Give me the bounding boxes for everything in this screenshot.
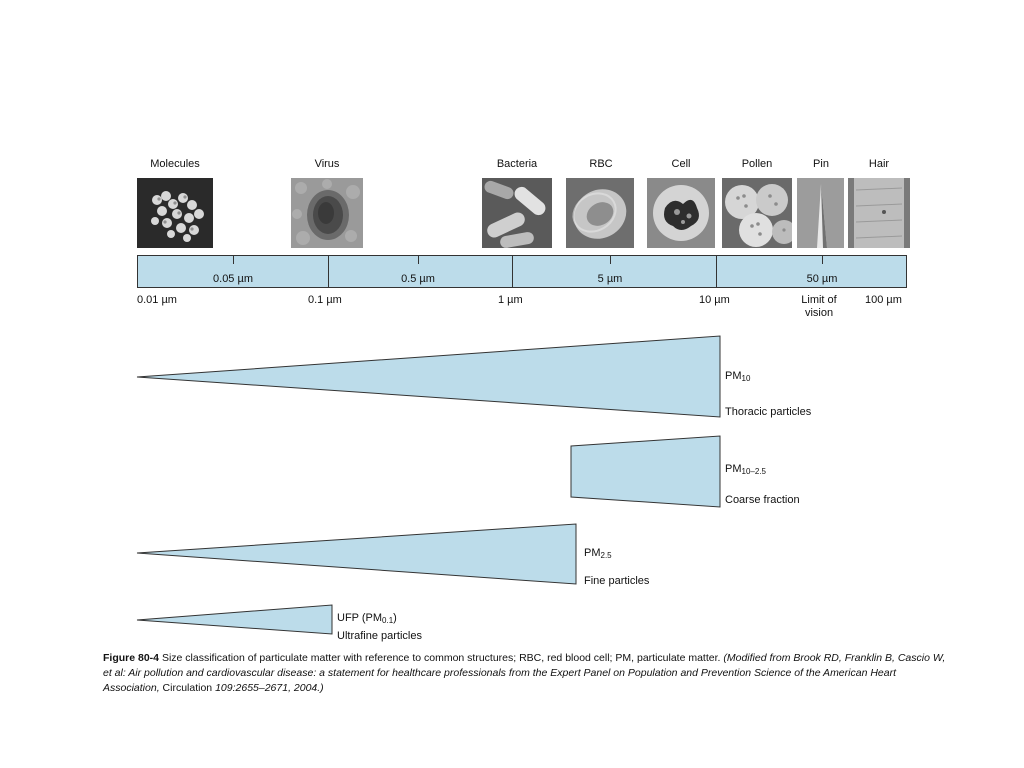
scale-tick-50: [822, 255, 823, 264]
ufp-wedge: [136, 604, 333, 635]
pm10-label: PM10: [725, 370, 751, 383]
segment-label-0.5: 0.5 µm: [401, 273, 435, 285]
caption-journal-ref: 109:2655–2671, 2004.): [215, 682, 324, 694]
limit-of-vision-line2: vision: [804, 307, 834, 319]
scale-divider-1: [512, 255, 513, 288]
pm10-2.5-wedge: [570, 435, 721, 508]
boundary-label-0.1: 0.1 µm: [308, 294, 342, 306]
label-pollen: Pollen: [741, 158, 773, 170]
scale-divider-10: [716, 255, 717, 288]
scale-tick-5: [610, 255, 611, 264]
virus-image: [291, 178, 363, 248]
boundary-label-100: 100 µm: [865, 294, 902, 306]
limit-of-vision-line1: Limit of: [801, 294, 837, 306]
scale-tick-0.05: [233, 255, 234, 264]
pm10-2.5-desc: Coarse fraction: [725, 494, 800, 506]
caption-source: (Modified from Brook RD, Franklin B, Cas…: [103, 652, 946, 694]
ufp-desc: Ultrafine particles: [337, 630, 422, 642]
pm2.5-desc: Fine particles: [584, 575, 650, 587]
pm10-2.5-label: PM10–2.5: [725, 463, 766, 476]
segment-label-5: 5 µm: [597, 273, 623, 285]
pm10-desc: Thoracic particles: [725, 406, 812, 418]
figure-number: Figure 80-4: [103, 652, 160, 664]
bacteria-image: [482, 178, 552, 248]
scale-divider-0.1: [328, 255, 329, 288]
hair-image: [848, 178, 910, 248]
caption-journal: Circulation: [162, 682, 213, 694]
ufp-label: UFP (PM0.1): [337, 612, 397, 625]
figure-caption: Figure 80-4 Size classification of parti…: [103, 651, 953, 696]
rbc-image: [566, 178, 634, 248]
caption-text: Size classification of particulate matte…: [161, 652, 721, 664]
segment-label-50: 50 µm: [806, 273, 838, 285]
scale-tick-0.5: [418, 255, 419, 264]
pm10-wedge: [136, 335, 721, 418]
label-rbc: RBC: [589, 158, 613, 170]
boundary-label-10: 10 µm: [699, 294, 730, 306]
label-cell: Cell: [671, 158, 691, 170]
boundary-label-0.01: 0.01 µm: [137, 294, 177, 306]
pollen-image: [722, 178, 792, 248]
segment-label-0.05: 0.05 µm: [213, 273, 253, 285]
size-scale-bar: [137, 255, 907, 288]
pin-image: [797, 178, 844, 248]
molecules-image: [137, 178, 213, 248]
pm2.5-wedge: [136, 523, 577, 585]
label-molecules: Molecules: [150, 158, 200, 170]
label-hair: Hair: [868, 158, 890, 170]
pm2.5-label: PM2.5: [584, 547, 612, 560]
label-virus: Virus: [314, 158, 340, 170]
cell-image: [647, 178, 715, 248]
boundary-label-1: 1 µm: [498, 294, 523, 306]
label-bacteria: Bacteria: [496, 158, 538, 170]
label-pin: Pin: [813, 158, 829, 170]
